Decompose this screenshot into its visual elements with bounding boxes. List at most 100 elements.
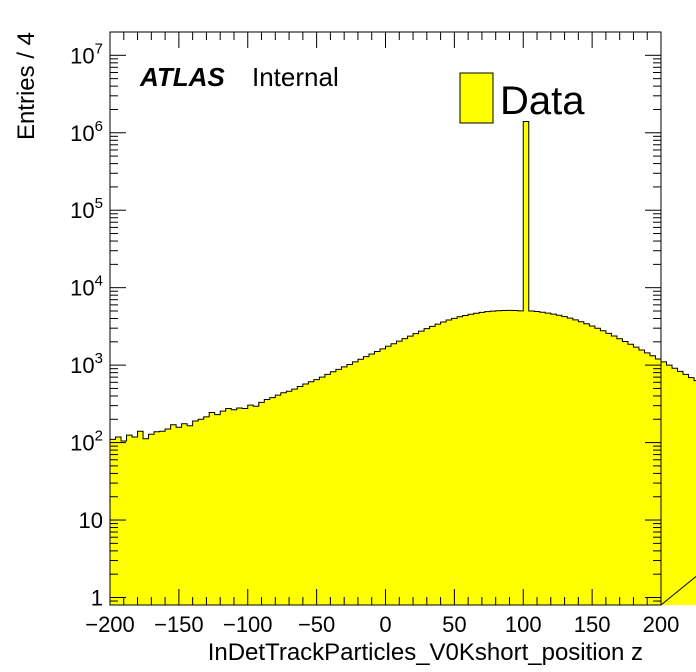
histogram-bin [236,407,243,605]
histogram-bin [418,331,425,605]
histogram-bin [424,328,430,605]
histogram-bin [335,369,342,605]
histogram-bin [137,431,144,605]
histogram-bin [501,310,508,605]
histogram-bin [638,349,645,605]
histogram-bin [198,419,205,605]
histogram-bin [247,405,254,605]
y-tick-labels: 1 10 102 103 104 105 106 107 [70,40,103,610]
histogram-bin [319,377,326,605]
histogram-bin [225,408,232,605]
histogram-bin [286,391,293,605]
histogram-bin [677,371,684,605]
y-axis-label: Entries / 4 [13,32,40,140]
histogram-bin [187,425,194,605]
y-tick-label: 104 [70,273,103,301]
histogram-bin [539,312,546,605]
histogram-bin [611,335,618,605]
x-tick-label: 200 [643,612,680,637]
histogram-bin [368,354,375,605]
histogram-bin [297,386,304,605]
histogram-bin [385,346,392,605]
x-tick-label: 150 [574,612,611,637]
x-tick-label: −150 [154,612,204,637]
histogram-bin [121,440,127,605]
histogram-bin [231,409,238,605]
histogram-bin [567,318,574,605]
histogram-bin [556,315,563,605]
histogram-bin [435,324,441,605]
histogram-bin [600,330,607,605]
histogram-bin [528,310,535,605]
histogram-bin [627,344,634,605]
internal-label: Internal [252,62,339,92]
histogram-bin [357,359,364,605]
histogram-bin [165,428,172,605]
histogram-bin [379,348,386,605]
histogram-bin [275,395,282,605]
histogram-bin [457,316,464,605]
histogram-bin [622,341,629,605]
histogram-bin [143,438,149,605]
histogram-bin [490,311,497,605]
histogram-bin [688,377,695,605]
histogram-bin [407,336,414,605]
histogram-bin [440,321,447,605]
histogram-bin [572,319,579,605]
x-tick-label: 50 [442,612,466,637]
legend: Data [459,72,585,124]
histogram-bin [413,333,419,605]
x-tick-label: −200 [85,612,135,637]
histogram-bin [484,311,491,605]
histogram-bin [110,439,116,605]
y-tick-label: 106 [70,118,103,146]
histogram-bin [269,397,276,605]
histogram-bin [479,312,486,605]
histogram-bin [694,380,696,605]
histogram-bars [109,120,696,606]
histogram-bin [561,316,568,605]
legend-label-data: Data [500,79,585,123]
histogram-bin [308,381,315,605]
histogram-bin [550,314,557,605]
histogram-bin [534,311,541,605]
histogram-bin [148,434,155,605]
histogram-bin [209,412,216,605]
histogram-bin [154,431,160,605]
histogram-bin [391,343,397,605]
histogram-bin [242,408,249,605]
histogram-bin [594,328,601,605]
histogram-bin [324,374,331,605]
histogram-bin [605,333,612,605]
histogram-bin [302,384,309,605]
histogram-bin [462,315,469,605]
plot-frame [109,31,662,606]
histogram-bin [126,435,133,605]
y-tick-label: 105 [70,195,103,223]
histogram-bin [517,310,524,605]
y-tick-label: 1 [91,585,103,610]
histogram-bin [181,423,188,605]
histogram-bin [506,310,513,605]
histogram-bin [451,318,458,605]
y-tick-label: 107 [70,40,103,68]
histogram-bin [666,365,673,605]
legend-swatch [459,72,494,124]
histogram-bin [523,121,530,605]
y-tick-label: 103 [70,350,103,378]
histogram-bin [583,323,590,605]
x-tick-label: 0 [379,612,391,637]
histogram-bin [220,411,227,605]
histogram-bin [291,389,298,605]
histogram-bin [115,437,122,605]
y-tick-label: 102 [70,428,103,456]
histogram-bin [683,374,689,605]
histogram-bin [616,338,623,605]
histogram-bin [374,351,381,605]
histogram-bin [214,414,221,605]
histogram-bin [429,326,436,605]
histogram-bin [258,402,265,605]
y-tick-label: 10 [79,508,103,533]
histogram-bin [280,392,287,605]
